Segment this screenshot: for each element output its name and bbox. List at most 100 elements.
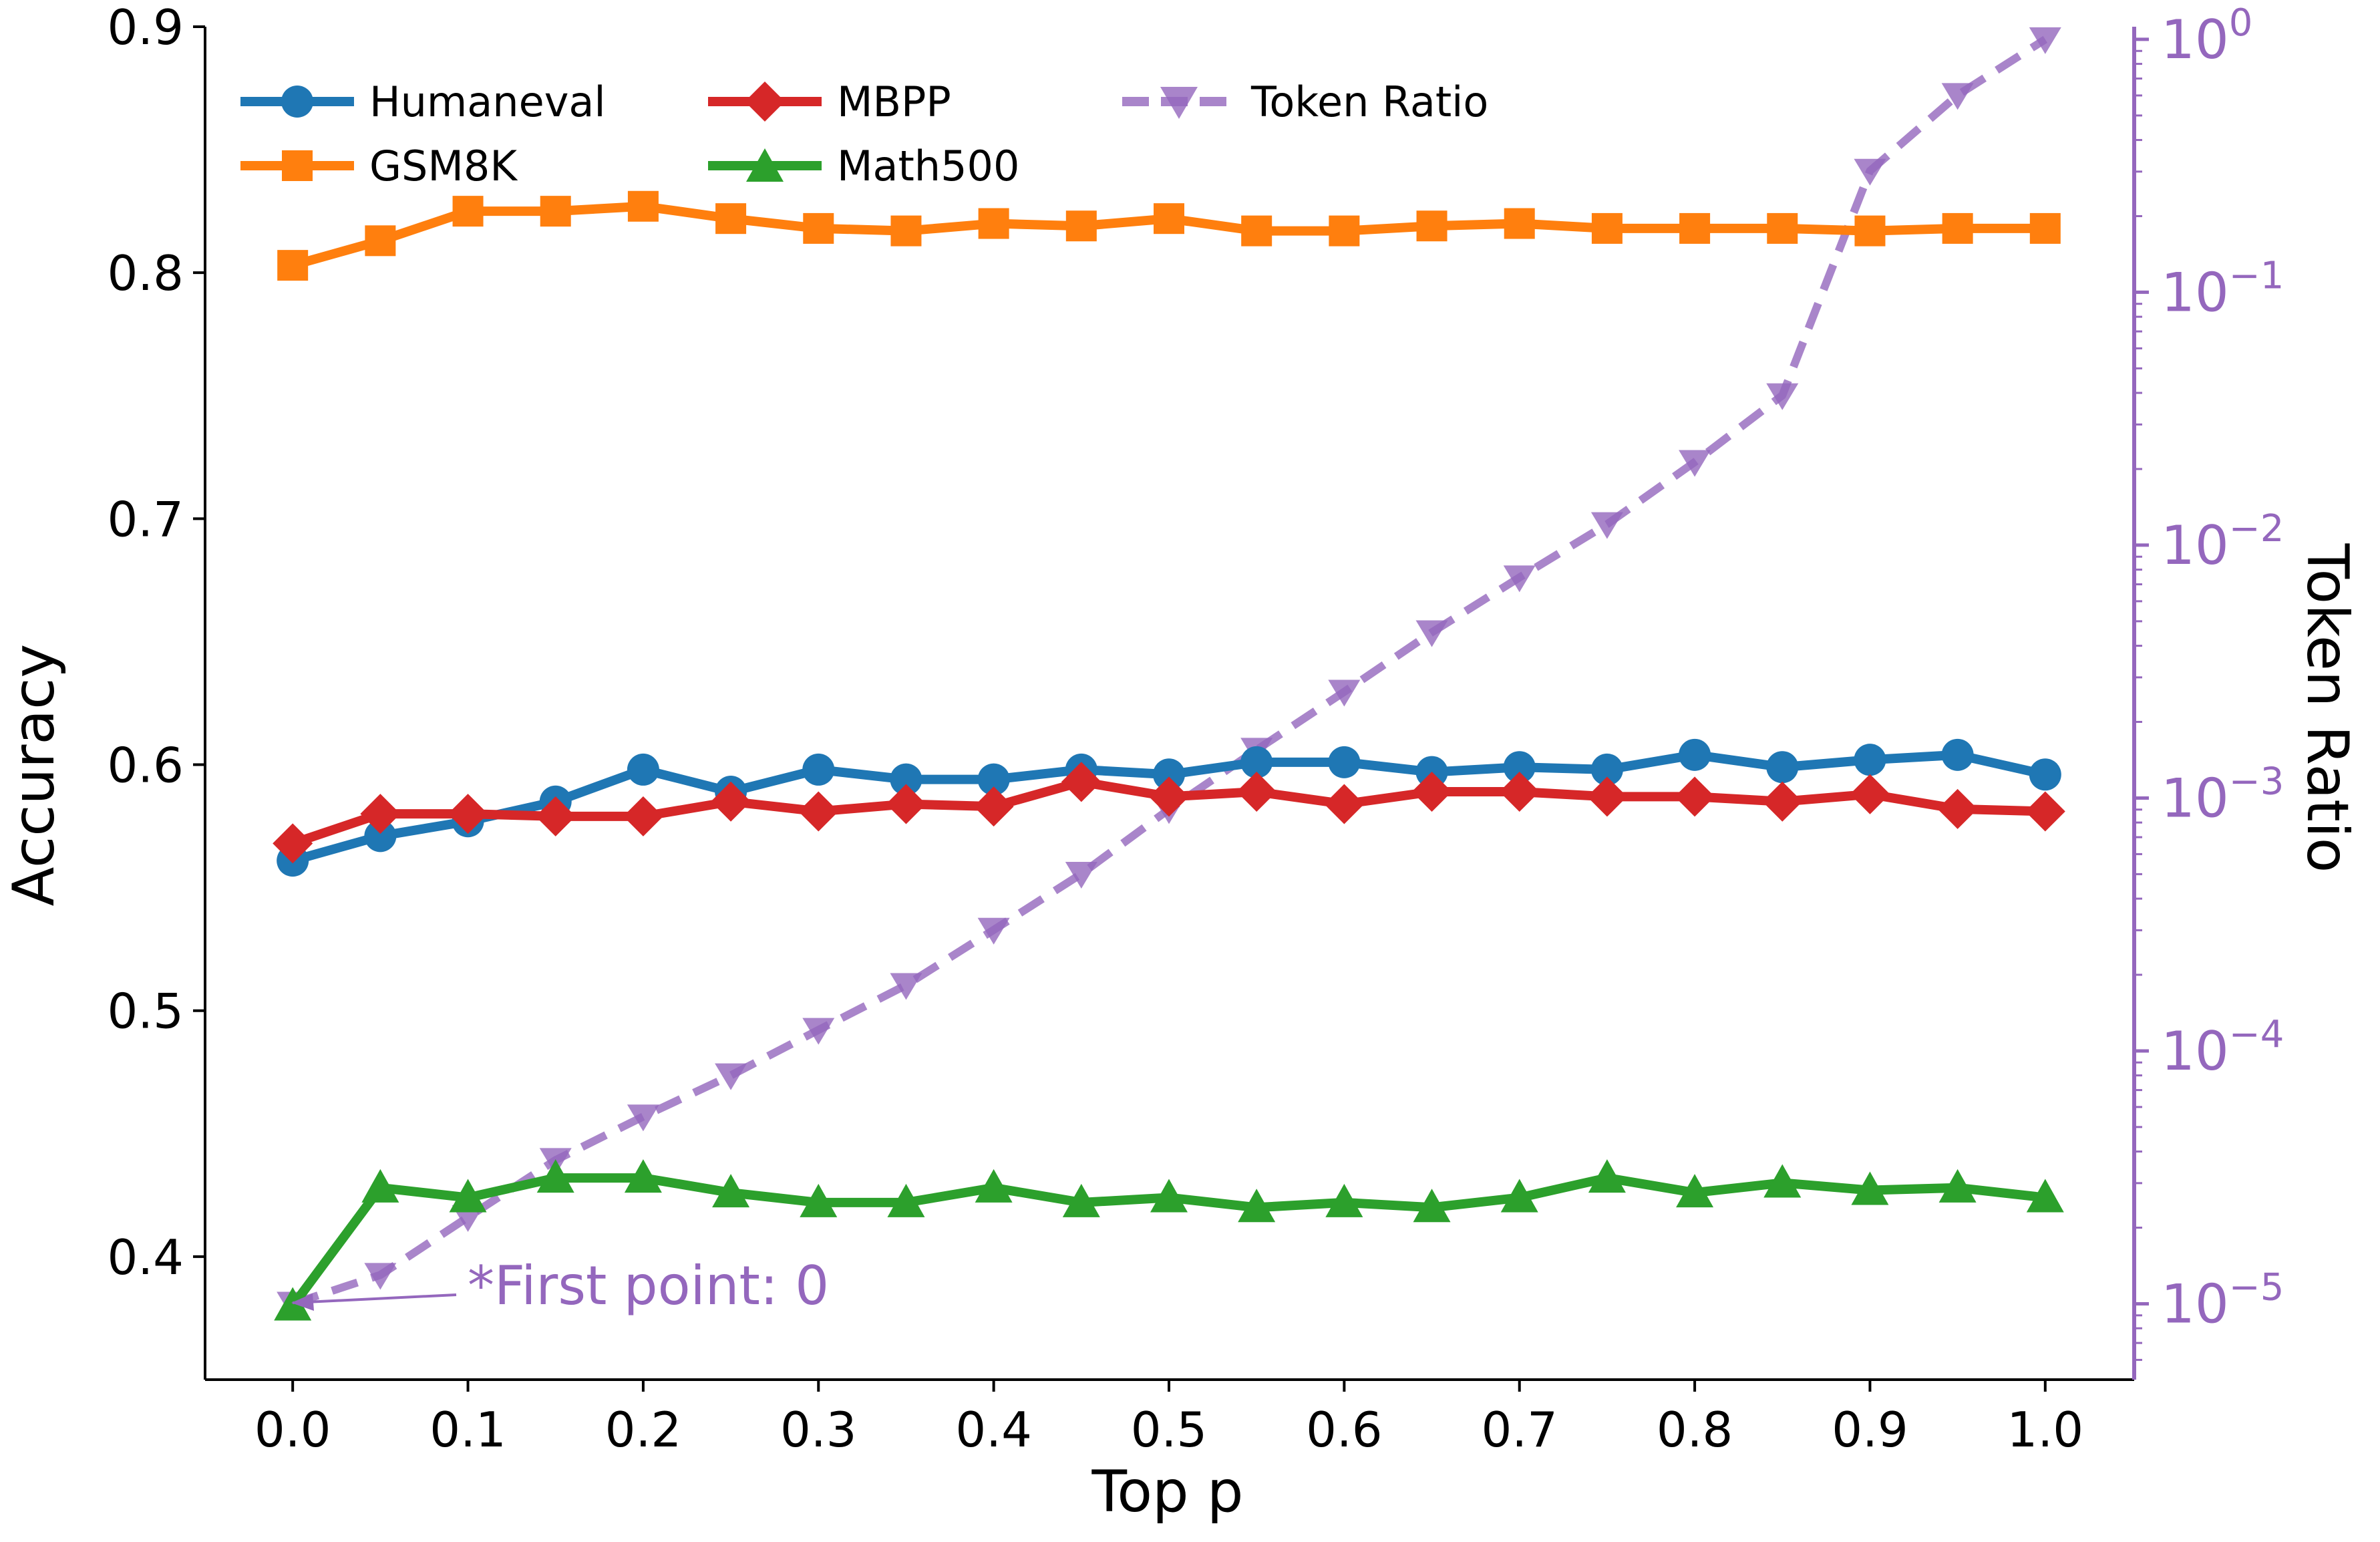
- x-tick-label: 0.1: [430, 1402, 506, 1458]
- x-tick-label: 1.0: [2007, 1402, 2084, 1458]
- y-tick-label: 0.6: [107, 738, 184, 794]
- data-point: [1851, 1171, 1889, 1205]
- data-point: [1328, 746, 1361, 778]
- data-point: [361, 1169, 399, 1203]
- data-point: [627, 1104, 659, 1132]
- legend-label: GSM8K: [369, 142, 518, 190]
- series-math500: [274, 1159, 2064, 1321]
- legend-item-humaneval: Humaneval: [240, 78, 606, 126]
- x-axis-ticks: 0.0 0.1 0.2 0.3 0.4 0.5 0.6 0.7 0.8 0.9 1.0: [254, 1380, 2083, 1458]
- x-tick-label: 0.5: [1131, 1402, 1208, 1458]
- data-point: [886, 784, 926, 824]
- data-point: [803, 212, 834, 244]
- series-mbpp: [273, 762, 2065, 864]
- data-point: [1065, 862, 1097, 889]
- legend-marker-diamond: [745, 82, 785, 122]
- data-point: [1504, 208, 1535, 239]
- data-point: [1767, 212, 1798, 244]
- x-tick-label: 0.7: [1481, 1402, 1558, 1458]
- legend: Humaneval GSM8K MBPP Math500 Token Ratio: [240, 78, 1488, 190]
- y-tick-label: 0.5: [107, 983, 184, 1040]
- data-point: [277, 250, 309, 281]
- data-point: [802, 1018, 835, 1045]
- annotation-label: *First point: 0: [468, 1255, 829, 1317]
- data-point: [1065, 210, 1097, 242]
- data-point: [887, 1183, 925, 1217]
- data-point: [2029, 212, 2061, 244]
- data-point: [890, 215, 922, 247]
- data-point: [1238, 1189, 1276, 1223]
- series-gsm8k: [277, 190, 2061, 281]
- data-point: [1938, 1169, 1977, 1203]
- data-point: [1941, 83, 1974, 110]
- data-point: [1763, 1164, 1802, 1198]
- x-tick-label: 0.2: [605, 1402, 682, 1458]
- plot-area: [273, 27, 2065, 1321]
- legend-item-mbpp: MBPP: [708, 78, 951, 126]
- data-point: [1588, 1159, 1626, 1193]
- data-point: [890, 973, 922, 1000]
- y-tick-label: 0.8: [107, 245, 184, 301]
- data-point: [1149, 776, 1189, 817]
- y-axis-ticks: 0.4 0.5 0.6 0.7 0.8 0.9: [107, 0, 205, 1285]
- legend-item-math500: Math500: [708, 142, 1019, 190]
- data-point: [1591, 212, 1623, 244]
- data-point: [1675, 776, 1715, 817]
- data-point: [535, 796, 576, 836]
- data-point: [1762, 781, 1803, 822]
- data-point: [1328, 679, 1361, 707]
- x-tick-label: 0.0: [254, 1402, 331, 1458]
- data-point: [715, 203, 747, 235]
- y-tick-label: 0.9: [107, 0, 184, 55]
- data-point: [1941, 738, 1974, 771]
- legend-label: MBPP: [837, 78, 951, 126]
- legend-marker-circle: [281, 86, 313, 118]
- data-point: [1679, 212, 1711, 244]
- x-tick-label: 0.3: [780, 1402, 857, 1458]
- data-point: [1236, 772, 1277, 812]
- legend-label: Humaneval: [369, 78, 606, 126]
- x-tick-label: 0.9: [1832, 1402, 1908, 1458]
- legend-marker-square: [282, 150, 313, 181]
- data-point: [2025, 791, 2065, 832]
- data-point: [360, 794, 401, 834]
- data-point: [627, 753, 659, 786]
- legend-label: Token Ratio: [1250, 78, 1488, 126]
- data-point: [536, 1159, 574, 1193]
- data-point: [627, 190, 659, 222]
- data-point: [798, 791, 839, 832]
- data-point: [1503, 751, 1536, 784]
- data-point: [712, 1174, 750, 1208]
- x-axis-title: Top p: [1091, 1458, 1243, 1525]
- data-point: [623, 796, 663, 836]
- data-point: [711, 781, 751, 822]
- data-point: [1154, 203, 1184, 235]
- data-point: [273, 823, 313, 864]
- data-point: [1679, 738, 1711, 771]
- y2-axis-title: Token Ratio: [2294, 543, 2361, 873]
- annotation-arrow-line: [292, 1293, 457, 1304]
- data-point: [890, 763, 922, 796]
- data-point: [973, 786, 1014, 827]
- y2-tick-label: 10−5: [2161, 1265, 2284, 1335]
- x-tick-label: 0.6: [1306, 1402, 1383, 1458]
- data-point: [1676, 1174, 1714, 1208]
- x-tick-label: 0.4: [955, 1402, 1032, 1458]
- data-point: [1766, 383, 1799, 410]
- data-point: [1850, 774, 1890, 814]
- data-point: [624, 1159, 662, 1193]
- data-point: [364, 1263, 397, 1290]
- data-point: [802, 753, 835, 786]
- data-point: [1503, 565, 1536, 593]
- data-point: [1324, 784, 1365, 824]
- data-point: [1062, 1183, 1100, 1217]
- annotation-arrowhead: [291, 1293, 314, 1311]
- data-point: [1241, 215, 1272, 247]
- data-point: [540, 196, 571, 227]
- data-point: [1411, 772, 1452, 812]
- data-point: [1937, 788, 1978, 829]
- y-axis-title: Accuracy: [1, 644, 67, 907]
- data-point: [1325, 1183, 1363, 1217]
- data-point: [800, 1183, 838, 1217]
